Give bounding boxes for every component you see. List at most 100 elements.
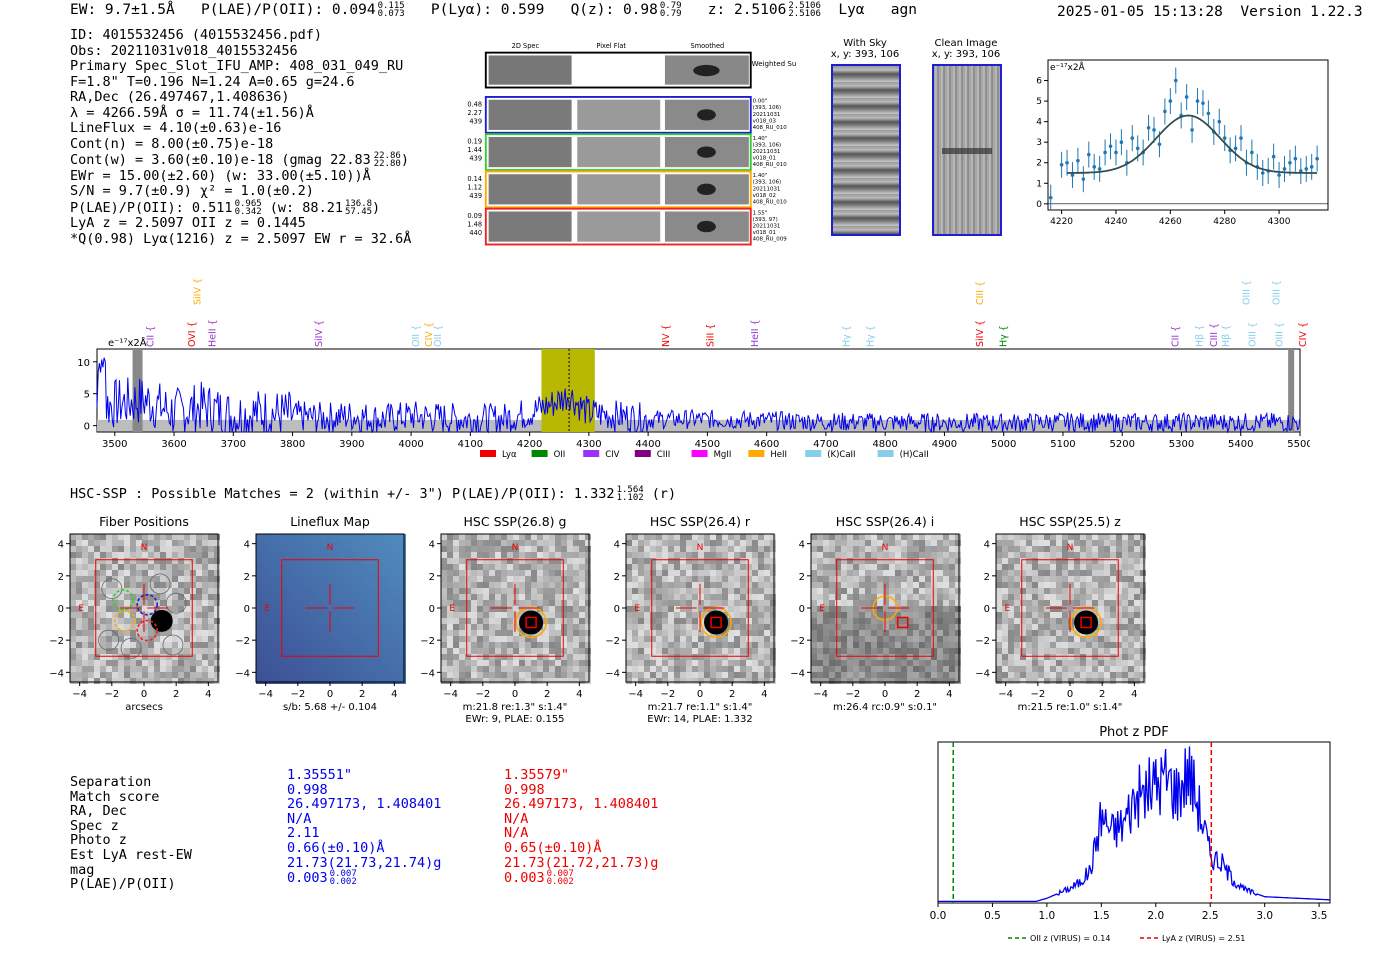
hsc-pixel <box>441 648 447 654</box>
hsc-pixel <box>82 672 88 678</box>
hsc-pixel <box>495 594 501 600</box>
hsc-pixel <box>94 630 100 636</box>
hsc-pixel <box>106 648 112 654</box>
hsc-pixel <box>949 654 955 660</box>
hsc-pixel <box>328 570 334 576</box>
hsc-pixel <box>1056 570 1062 576</box>
hsc-pixel <box>752 540 758 546</box>
hsc-pixel <box>447 558 453 564</box>
spec2d-row-left-text: 0.14 <box>467 175 482 183</box>
hsc-pixel <box>292 576 298 582</box>
hsc-pixel <box>322 552 328 558</box>
hsc-pixel <box>358 552 364 558</box>
hsc-pixel <box>662 642 668 648</box>
hsc-pixel <box>388 642 394 648</box>
hsc-pixel <box>662 648 668 654</box>
hsc-pixel <box>76 588 82 594</box>
hsc-pixel <box>208 642 214 648</box>
hsc-pixel <box>316 576 322 582</box>
col1-mag: 21.73(21.73,21.74)g <box>287 854 442 871</box>
hsc-pixel <box>382 648 388 654</box>
hsc-pixel <box>579 546 585 552</box>
spectrum-xtick-label: 3600 <box>161 439 186 450</box>
hsc-pixel <box>716 606 722 612</box>
hsc-pixel <box>883 594 889 600</box>
hsc-pixel <box>328 606 334 612</box>
hsc-pixel <box>722 534 728 540</box>
hsc-pixel <box>459 666 465 672</box>
hsc-pixel <box>1056 636 1062 642</box>
hsc-pixel <box>316 570 322 576</box>
hsc-pixel <box>178 654 184 660</box>
hsc-pixel <box>136 582 142 588</box>
hsc-pixel <box>949 588 955 594</box>
hsc-pixel <box>937 534 943 540</box>
hsc-pixel <box>465 558 471 564</box>
hsc-pixel <box>94 606 100 612</box>
hsc-pixel <box>883 666 889 672</box>
hsc-pixel <box>82 660 88 666</box>
hsc-pixel <box>877 606 883 612</box>
hsc-pixel <box>907 594 913 600</box>
hsc-pixel <box>298 642 304 648</box>
hsc-pixel <box>513 582 519 588</box>
hsc-pixel <box>549 612 555 618</box>
hsc-pixel <box>722 654 728 660</box>
hsc-pixel <box>1104 594 1110 600</box>
hsc-panel-title: HSC SSP(26.8) g <box>464 514 567 529</box>
hsc-pixel <box>160 534 166 540</box>
hsc-pixel <box>106 624 112 630</box>
hsc-pixel <box>722 564 728 570</box>
hsc-pixel <box>847 678 853 684</box>
hsc-pixel <box>764 648 770 654</box>
hsc-pixel <box>835 642 841 648</box>
hsc-pixel <box>112 678 118 684</box>
hsc-pixel <box>489 642 495 648</box>
hsc-pixel <box>1092 642 1098 648</box>
hsc-pixel <box>465 672 471 678</box>
hsc-pixel <box>692 534 698 540</box>
hsc-pixel <box>495 540 501 546</box>
fit-ytick-label: 6 <box>1036 77 1042 87</box>
hsc-pixel <box>1110 552 1116 558</box>
hsc-pixel <box>274 666 280 672</box>
hsc-pixel <box>1002 588 1008 594</box>
hsc-pixel <box>178 666 184 672</box>
hsc-pixel <box>1068 564 1074 570</box>
hsc-pixel <box>1038 600 1044 606</box>
hsc-pixel <box>907 672 913 678</box>
hsc-pixel <box>184 654 190 660</box>
hsc-pixel <box>489 558 495 564</box>
hsc-pixel <box>1056 630 1062 636</box>
hsc-pixel <box>124 618 130 624</box>
hsc-pixel <box>100 642 106 648</box>
hsc-pixel <box>459 654 465 660</box>
hsc-pixel <box>955 648 961 654</box>
hsc-pixel <box>1038 576 1044 582</box>
version: Version 1.22.3 <box>1240 4 1363 20</box>
fiber-circle <box>120 637 142 659</box>
hsc-pixel <box>298 672 304 678</box>
hsc-pixel <box>489 588 495 594</box>
hsc-pixel <box>877 570 883 576</box>
hsc-pixel <box>1128 666 1134 672</box>
hsc-pixel <box>817 630 823 636</box>
hsc-panel-sub2: EWr: 9, PLAE: 0.155 <box>465 714 564 725</box>
hsc-xtick-label: −2 <box>475 689 490 700</box>
hsc-pixel <box>1122 618 1128 624</box>
hsc-pixel <box>136 594 142 600</box>
hsc-xtick-label: −2 <box>290 689 305 700</box>
hsc-ytick-label: −4 <box>420 668 435 679</box>
hsc-pixel <box>668 576 674 582</box>
hsc-pixel <box>865 576 871 582</box>
hsc-pixel <box>746 582 752 588</box>
hsc-pixel <box>382 576 388 582</box>
hsc-pixel <box>160 540 166 546</box>
hsc-pixel <box>112 612 118 618</box>
hsc-pixel <box>698 678 704 684</box>
hsc-pixel <box>376 654 382 660</box>
hsc-pixel <box>549 618 555 624</box>
spec2d-row-right-text: 408_RU_009 <box>753 237 788 243</box>
hsc-title-hi: 1.564 <box>616 485 644 495</box>
hsc-pixel <box>310 624 316 630</box>
